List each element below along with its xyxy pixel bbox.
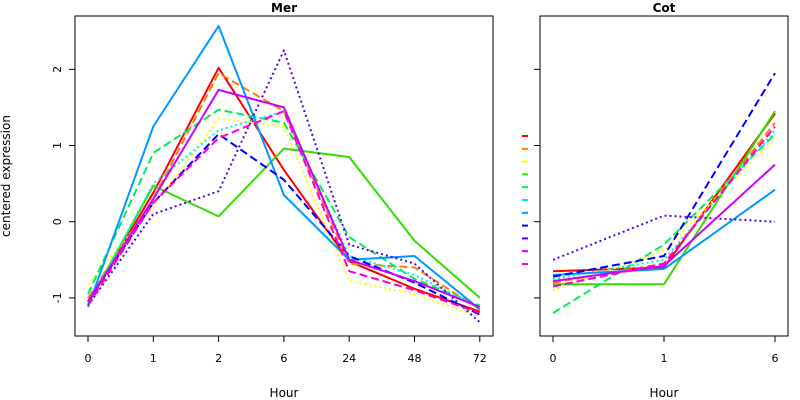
plot-frame-cot (539, 15, 789, 337)
y-ticks-mer: -1 0 1 2 (51, 66, 75, 303)
x-tick-label: 6 (772, 352, 779, 365)
series-line (87, 24, 481, 311)
y-tick-label: 1 (51, 142, 64, 149)
series-lines-cot (552, 72, 776, 314)
series-line (552, 125, 776, 288)
series-line (552, 122, 776, 284)
series-line (87, 66, 481, 313)
series-line (553, 110, 776, 286)
series-lines-mer (87, 24, 481, 324)
panel-title-mer: Mer (271, 1, 297, 15)
series-line (552, 72, 776, 278)
panel-title-cot: Cot (653, 1, 676, 15)
y-tick-label: 2 (51, 66, 64, 73)
y-tick-label: 0 (51, 218, 64, 225)
series-line (87, 147, 481, 305)
panel-cot: Cot Hour 0 1 6 (534, 1, 789, 400)
series-line (87, 117, 481, 318)
series-line (87, 49, 481, 324)
x-ticks-cot: 0 1 6 (550, 336, 779, 365)
x-tick-label: 1 (150, 352, 157, 365)
series-line (87, 72, 481, 311)
x-tick-label: 2 (215, 352, 222, 365)
x-axis-title-cot: Hour (650, 386, 679, 400)
x-tick-label: 6 (280, 352, 287, 365)
x-ticks-mer: 0 1 2 6 24 48 72 (85, 336, 487, 365)
x-tick-label: 72 (473, 352, 487, 365)
series-line (552, 214, 776, 261)
y-ticks-cot (534, 68, 540, 299)
series-line (87, 108, 481, 307)
x-tick-label: 1 (661, 352, 668, 365)
x-tick-label: 0 (85, 352, 92, 365)
legend-key (522, 135, 528, 265)
series-line (552, 188, 776, 276)
y-axis-title: centered expression (0, 115, 13, 237)
series-line (552, 163, 776, 283)
x-tick-label: 24 (342, 352, 356, 365)
series-line (87, 133, 481, 316)
panel-mer: Mer Hour centered expression 0 1 2 6 24 48 72 … (0, 1, 494, 400)
x-axis-title-mer: Hour (270, 386, 299, 400)
series-line (87, 110, 481, 308)
y-tick-label: -1 (51, 292, 64, 303)
x-tick-label: 48 (408, 352, 422, 365)
series-line (87, 88, 481, 308)
series-line (87, 110, 481, 315)
x-tick-label: 0 (550, 352, 557, 365)
